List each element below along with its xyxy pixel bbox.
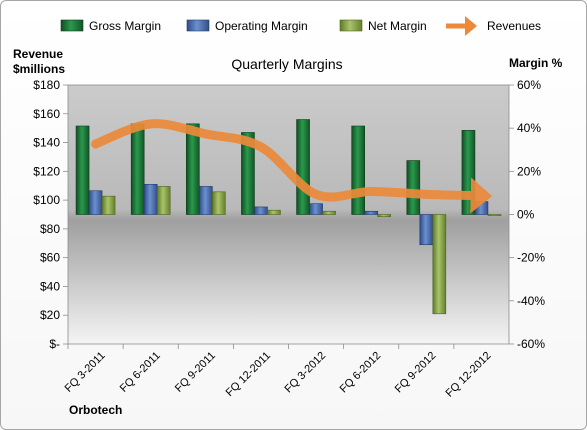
- y-left-tick-label: $140: [33, 136, 60, 150]
- y-right-axis-label: Margin %: [509, 56, 563, 70]
- bar-gross-margin: [241, 132, 255, 215]
- bar-net-margin: [487, 214, 502, 216]
- bar-gross-margin: [75, 125, 90, 215]
- bar-net-margin: [322, 210, 336, 215]
- bar-net-margin: [377, 214, 391, 217]
- y-left-axis-label-line1: Revenue: [13, 47, 63, 61]
- y-left-tick-label: $40: [40, 279, 60, 293]
- bar-net-margin: [101, 195, 116, 215]
- bar-gross-margin: [406, 160, 421, 215]
- bar-gross-margin: [296, 119, 310, 215]
- revenue-line: [91, 119, 493, 214]
- bar-gross-margin: [461, 130, 476, 215]
- x-tick-label: FQ 3-2012: [283, 350, 329, 396]
- bar-operating-margin: [254, 206, 268, 215]
- x-tick-label: FQ 6-2012: [338, 350, 384, 396]
- company-label: Orbotech: [69, 403, 122, 417]
- bar-gross-margin: [130, 123, 145, 215]
- chart-title: Quarterly Margins: [231, 56, 342, 72]
- y-left-tick-label: $-: [49, 337, 60, 351]
- bar-operating-margin: [419, 214, 434, 246]
- y-left-tick-label: $80: [40, 222, 60, 236]
- bar-net-margin: [432, 214, 447, 315]
- y-left-tick-label: $60: [40, 251, 60, 265]
- legend-swatch-net-margin: [339, 19, 363, 32]
- bar-net-margin: [212, 191, 226, 215]
- bar-operating-margin: [474, 201, 489, 215]
- bar-net-margin: [267, 209, 281, 215]
- x-tick-label: FQ 12-2012: [444, 350, 494, 400]
- bar-gross-margin: [351, 125, 365, 215]
- y-left-tick-label: $180: [33, 78, 60, 92]
- bar-operating-margin: [199, 186, 213, 215]
- legend-label-gross-margin: Gross Margin: [89, 19, 161, 33]
- revenue-line-group: [91, 119, 493, 214]
- legend-item-net-margin: Net Margin: [339, 19, 427, 33]
- y-right-tick-label: 0%: [517, 208, 535, 222]
- bar-net-margin: [156, 186, 171, 215]
- y-left-axis-label-line2: $millions: [13, 62, 65, 76]
- legend-label-operating-margin: Operating Margin: [215, 19, 308, 33]
- bar-gross-margin: [186, 123, 200, 215]
- x-tick-label: FQ 9-2012: [393, 350, 439, 396]
- bar-operating-margin: [309, 203, 323, 215]
- bar-operating-margin: [88, 190, 103, 215]
- x-tick-label: FQ 3-2011: [63, 350, 108, 395]
- y-left-tick-label: $20: [40, 308, 60, 322]
- legend-label-net-margin: Net Margin: [368, 19, 427, 33]
- legend-item-operating-margin: Operating Margin: [186, 19, 308, 33]
- y-right-tick-label: 40%: [517, 121, 541, 135]
- legend-item-revenues: Revenues: [446, 16, 541, 36]
- legend: Gross Margin Operating Margin Net Margin…: [60, 16, 541, 36]
- legend-swatch-gross-margin: [60, 19, 84, 32]
- x-tick-label: FQ 9-2011: [173, 350, 218, 395]
- y-right-tick-label: 60%: [517, 78, 541, 92]
- y-right-tick-label: -60%: [517, 337, 545, 351]
- legend-swatch-operating-margin: [186, 19, 210, 32]
- x-tick-label: FQ 6-2011: [118, 350, 163, 395]
- bar-operating-margin: [364, 210, 378, 215]
- y-left-tick-label: $160: [33, 107, 60, 121]
- y-right-tick-label: -20%: [517, 251, 545, 265]
- x-tick-label: FQ 12-2011: [224, 350, 273, 399]
- y-left-tick-label: $100: [33, 193, 60, 207]
- y-right-tick-label: -40%: [517, 294, 545, 308]
- legend-item-gross-margin: Gross Margin: [60, 19, 161, 33]
- y-left-tick-label: $120: [33, 164, 60, 178]
- legend-label-revenues: Revenues: [487, 19, 541, 33]
- bar-operating-margin: [143, 183, 158, 215]
- y-right-tick-label: 20%: [517, 164, 541, 178]
